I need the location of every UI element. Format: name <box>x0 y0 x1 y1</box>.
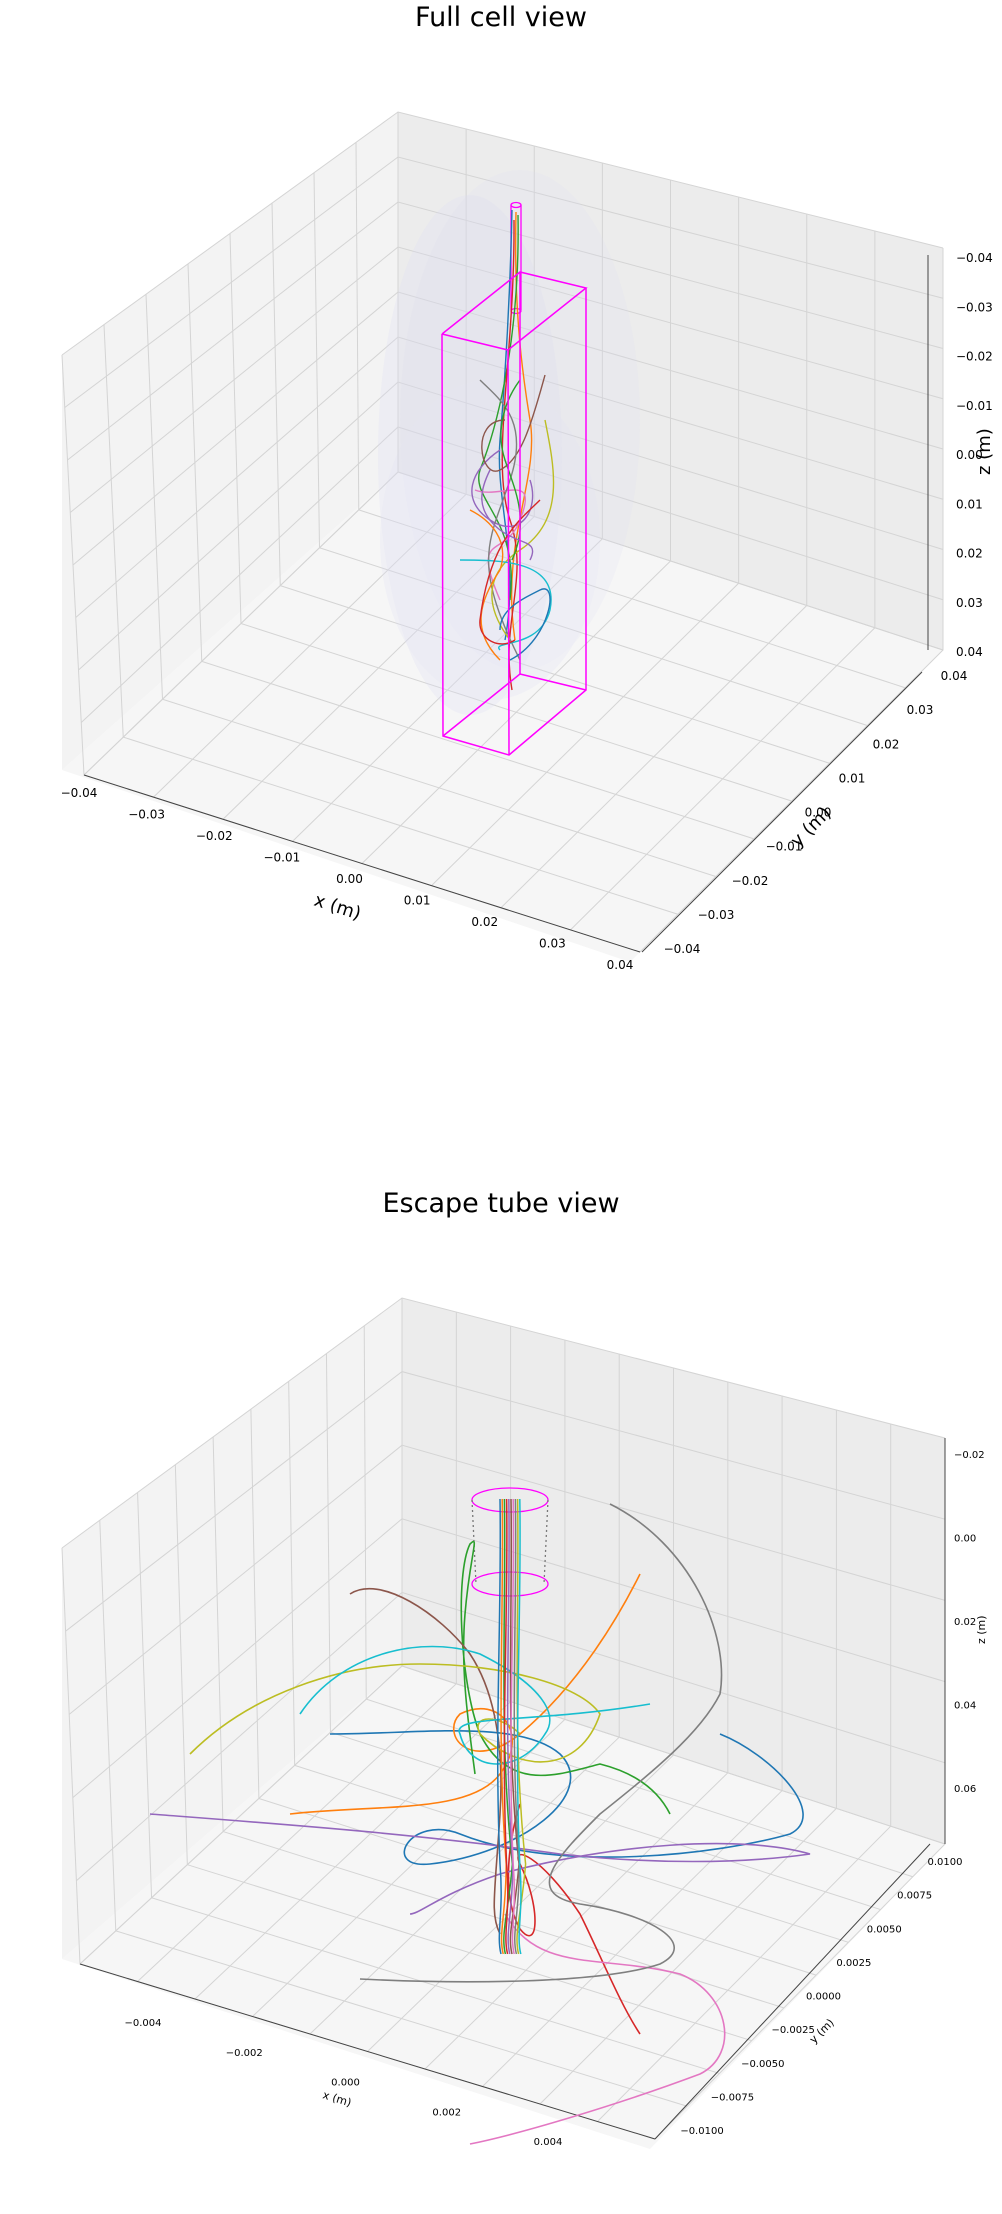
grid-lines <box>61 1297 946 2140</box>
z-tick-label: −0.02 <box>954 1450 985 1461</box>
z-axis-label: z (m) <box>974 428 995 475</box>
left-pane <box>62 112 398 770</box>
y-tick-label: 0.0025 <box>836 1958 871 1969</box>
chart-title-2: Escape tube view <box>382 1188 620 1219</box>
escape-tube-trajectory-10 <box>299 1645 651 1765</box>
z-tick-label: 0.02 <box>954 1617 976 1628</box>
x-tick-label: −0.04 <box>61 786 98 800</box>
y-tick-label: 0.03 <box>907 703 934 717</box>
y-tick-label: 0.02 <box>873 737 900 751</box>
y-tick-label: −0.04 <box>664 942 701 956</box>
y-tick-label: −0.0075 <box>711 2092 754 2103</box>
z-tick-label: 0.02 <box>956 547 983 561</box>
x-tick-label: −0.01 <box>263 851 300 865</box>
escape-tube-trajectory-7 <box>469 1913 726 2145</box>
y-tick-label: −0.0050 <box>741 2059 784 2070</box>
y-tick-label: 0.0000 <box>806 1992 841 2003</box>
x-tick-label: −0.002 <box>226 2048 263 2059</box>
y-tick-label: 0.00 <box>805 806 832 820</box>
x-axis-line <box>79 1963 656 2140</box>
escape-tube-trajectory-5 <box>149 1813 811 1915</box>
escape-tube-bundle-trajectory-7 <box>510 1498 516 1955</box>
x-tick-label: 0.00 <box>336 872 363 886</box>
x-tick-label: 0.02 <box>471 915 498 929</box>
y-tick-label: 0.04 <box>941 669 968 683</box>
escape-tube-bundle-trajectory-5 <box>506 1498 514 1955</box>
escape-tube-bundle-trajectory-3 <box>503 1498 514 1955</box>
floor-pane <box>62 472 943 962</box>
full-cell-3d-plot: −0.04 −0.03 −0.02 −0.01 0.00 0.01 0.02 0.03 0.04… <box>61 111 995 972</box>
z-tick-label: −0.02 <box>956 350 993 364</box>
x-tick-label: 0.04 <box>607 958 634 972</box>
x-axis-line <box>83 774 641 953</box>
escape-tube-trajectory-9 <box>189 1663 601 1763</box>
x-tick-label: 0.01 <box>404 894 431 908</box>
y-tick-label: −0.0025 <box>771 2025 814 2036</box>
z-tick-label: 0.00 <box>956 448 983 462</box>
escape-tube-bundle-trajectory-1 <box>496 1498 502 1955</box>
full-cell-trajectory-4 <box>501 219 518 691</box>
x-tick-label: −0.004 <box>124 2018 161 2029</box>
y-axis-label: y (m) <box>807 2016 837 2046</box>
y-tick-label: 0.0100 <box>928 1857 963 1868</box>
full-cell-trajectory-14 <box>479 499 541 645</box>
z-tick-label: 0.06 <box>954 1784 976 1795</box>
z-tick-label: 0.04 <box>954 1701 976 1712</box>
full-cell-trajectory-15 <box>481 469 534 561</box>
escape-tube-trajectory-3 <box>460 1540 671 1815</box>
cell-box-outline <box>441 271 588 756</box>
y-tick-label: −0.01 <box>766 840 803 854</box>
y-tick-label: −0.0100 <box>680 2126 723 2137</box>
y-tick-label: −0.02 <box>732 874 769 888</box>
z-axis-label: z (m) <box>975 1615 988 1644</box>
y-tick-label: 0.0075 <box>897 1891 932 1902</box>
escape-tube-bundle-trajectory-8 <box>513 1498 521 1955</box>
z-tick-label: 0.01 <box>956 497 983 511</box>
trajectories <box>149 1498 811 2145</box>
escape-tube-trajectory-6 <box>349 1588 502 1935</box>
x-tick-label: 0.002 <box>432 2107 461 2118</box>
x-axis-label: x (m) <box>311 890 363 925</box>
full-cell-trajectory-11 <box>499 588 551 661</box>
tick-labels: −0.04 −0.03 −0.02 −0.01 0.00 0.01 0.02 0.03 0.04… <box>61 251 993 972</box>
x-tick-label: 0.03 <box>539 937 566 951</box>
escape-tube-outline <box>471 1487 549 1597</box>
y-tick-label: 0.01 <box>839 771 866 785</box>
escape-tube-bundle-trajectory-6 <box>509 1498 520 1955</box>
x-tick-label: 0.004 <box>534 2137 563 2148</box>
z-tick-label: −0.03 <box>956 300 993 314</box>
z-tick-label: −0.01 <box>956 399 993 413</box>
escape-tube-bundle-trajectory-4 <box>503 1498 509 1955</box>
y-tick-label: −0.03 <box>698 908 735 922</box>
chart-title-1: Full cell view <box>415 2 587 33</box>
escape-tube-3d-plot: −0.004 −0.002 0.000 0.002 0.004 −0.0100 −0.007… <box>61 1297 988 2149</box>
escape-tube-trajectory-8 <box>359 1503 723 1983</box>
x-tick-label: 0.000 <box>331 2078 360 2089</box>
y-axis-line <box>641 671 923 953</box>
full-cell-trajectory-6 <box>481 374 546 472</box>
z-tick-label: 0.04 <box>956 645 983 659</box>
escape-tube-bundle-trajectory-9 <box>516 1498 527 1955</box>
y-tick-label: 0.0050 <box>867 1924 902 1935</box>
z-tick-label: −0.04 <box>956 251 993 265</box>
x-axis-label: x (m) <box>321 2088 353 2109</box>
escape-tube-trajectory-2 <box>289 1573 641 1815</box>
grid-lines <box>61 111 944 953</box>
left-pane <box>62 1298 402 1959</box>
escape-tube-bundle-trajectory-10 <box>516 1498 522 1955</box>
escape-tube-bundle-trajectory-2 <box>500 1498 507 1955</box>
x-tick-label: −0.03 <box>128 808 165 822</box>
full-cell-trajectory-1 <box>498 209 513 641</box>
z-tick-label: 0.03 <box>956 596 983 610</box>
z-tick-label: 0.00 <box>954 1534 976 1545</box>
y-axis-line <box>654 1843 931 2140</box>
tick-labels: −0.004 −0.002 0.000 0.002 0.004 −0.0100 −0.007… <box>124 1450 984 2148</box>
x-tick-label: −0.02 <box>196 829 233 843</box>
